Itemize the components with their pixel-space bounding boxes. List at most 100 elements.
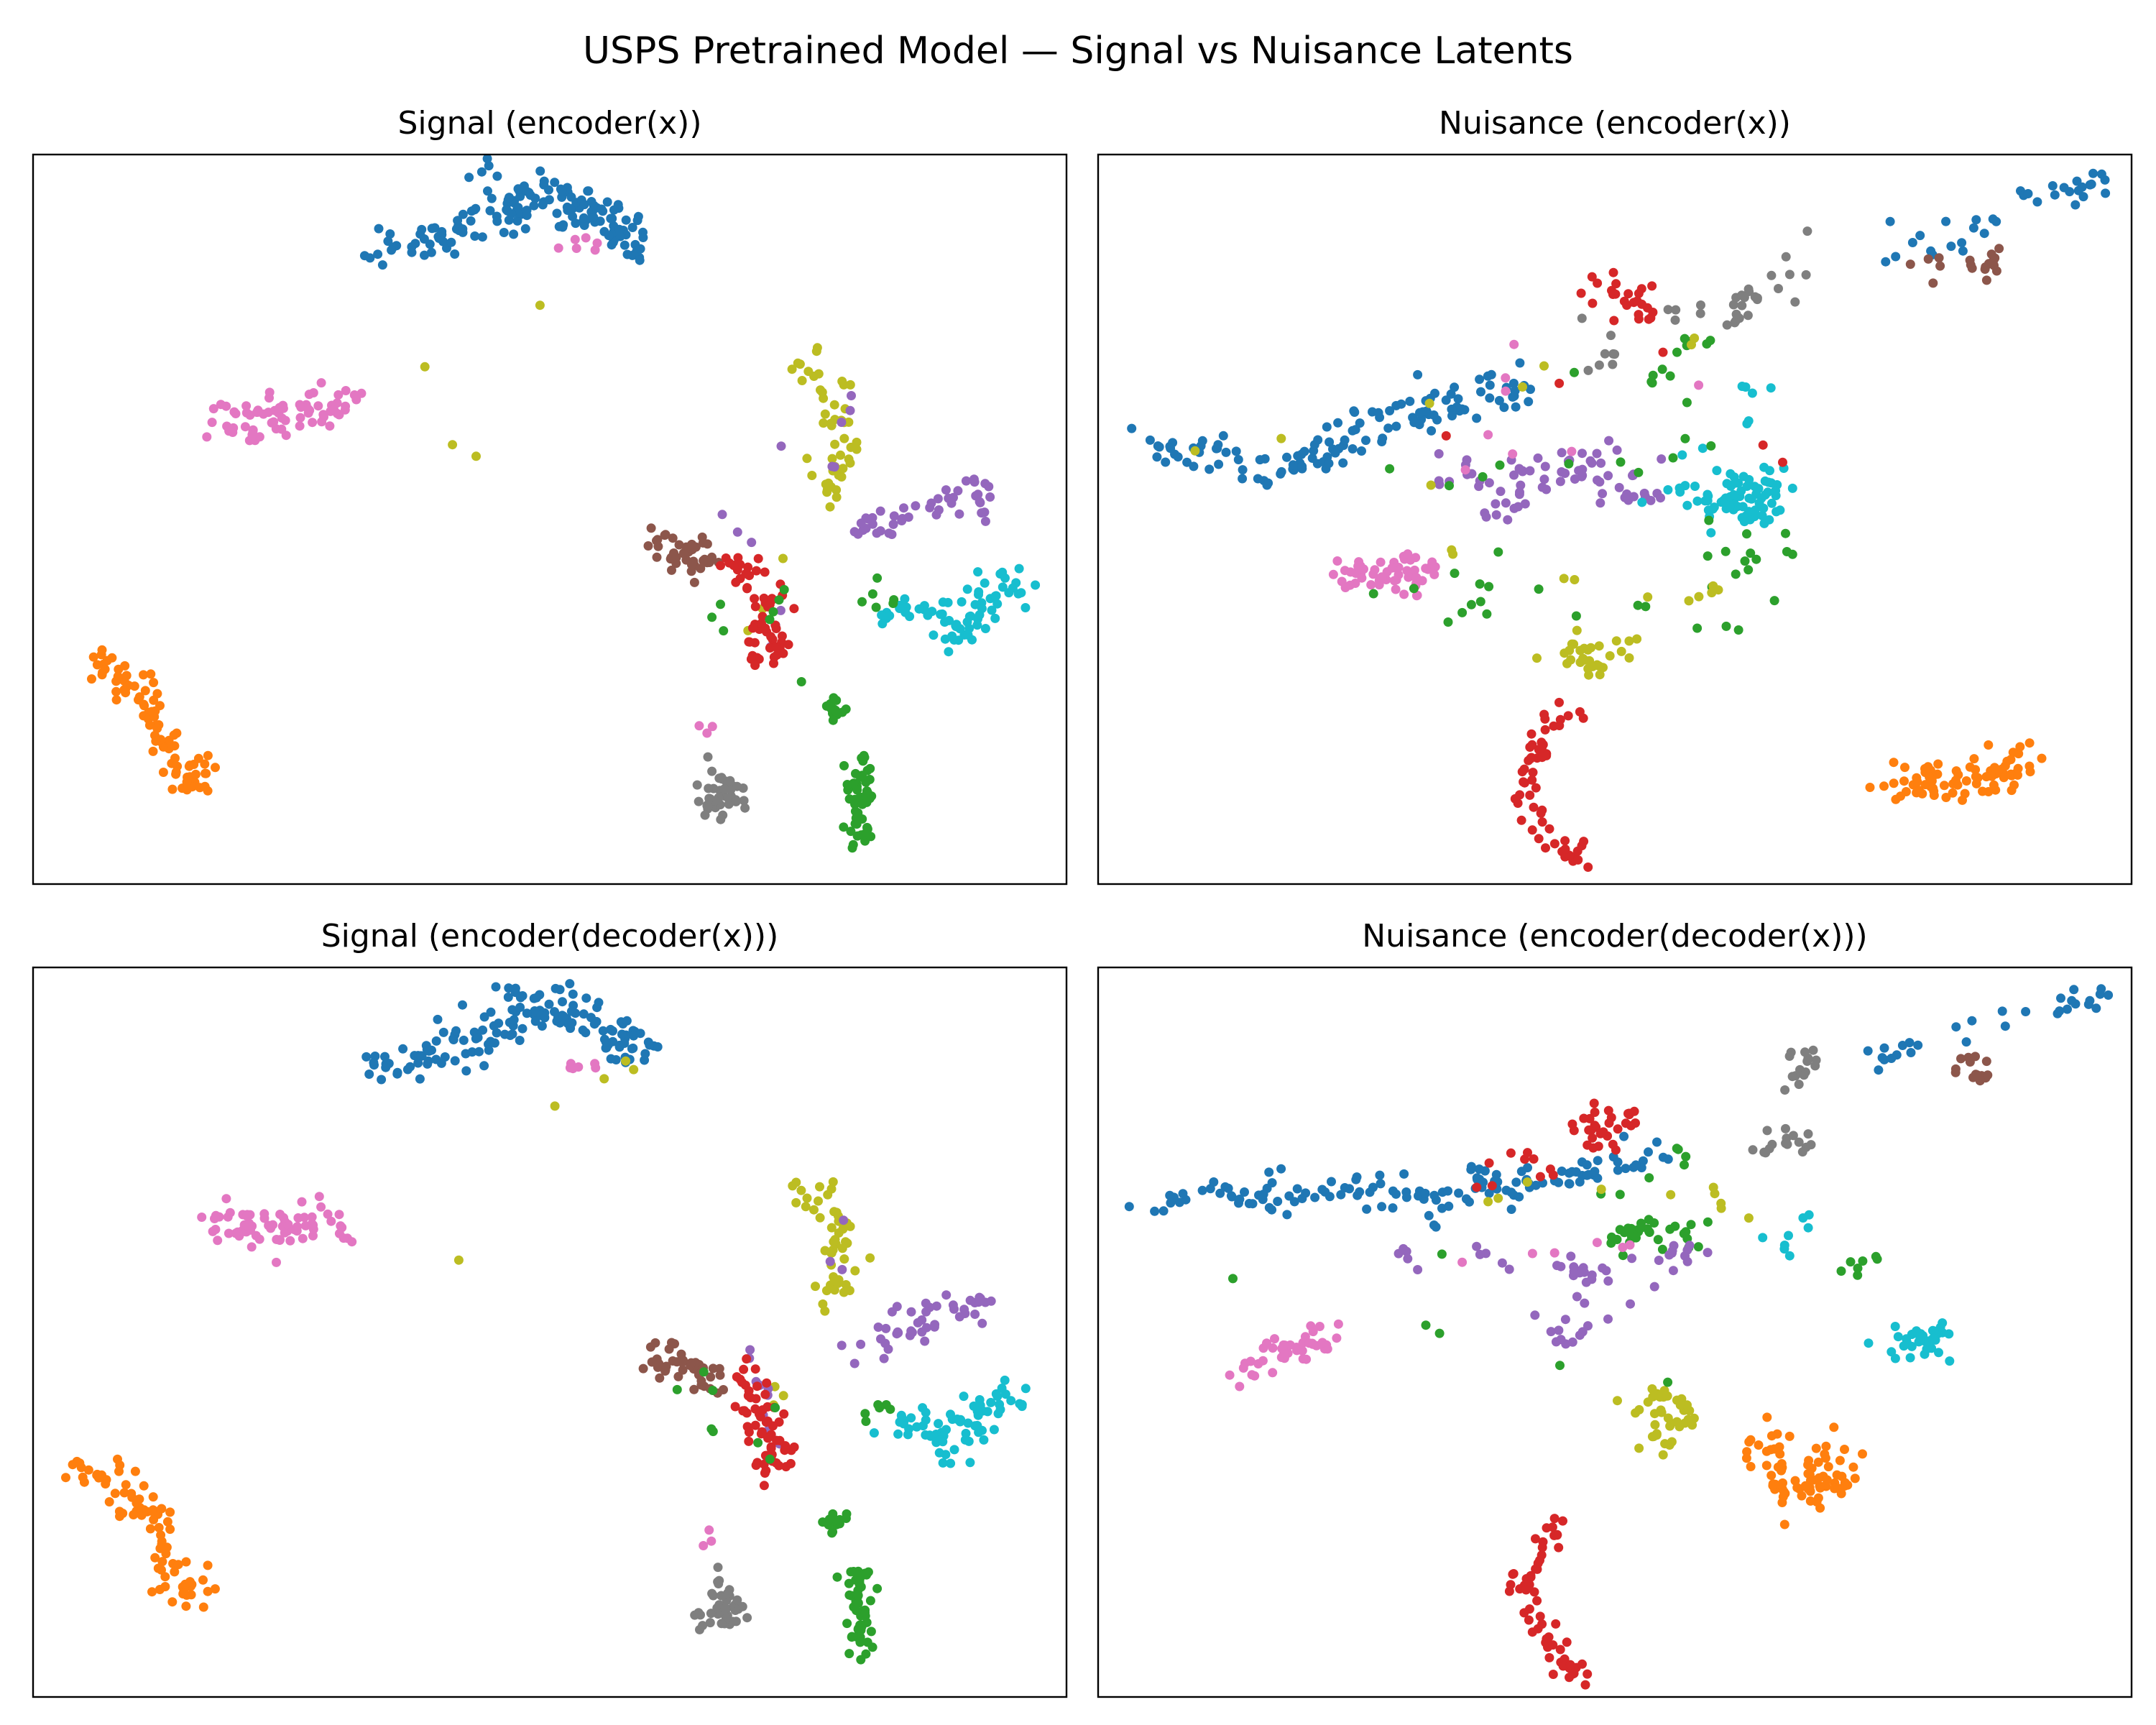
scatter-point-class-0 (1383, 423, 1393, 433)
scatter-point-class-0 (606, 1054, 616, 1064)
scatter-point-class-4 (1481, 512, 1491, 522)
scatter-point-class-2 (873, 1400, 883, 1409)
scatter-point-class-1 (184, 761, 194, 771)
scatter-point-class-1 (158, 768, 168, 777)
scatter-point-class-3 (1604, 1118, 1614, 1128)
scatter-point-class-3 (1526, 753, 1537, 763)
scatter-point-class-8 (1672, 1417, 1682, 1427)
scatter-point-class-3 (745, 1393, 755, 1402)
scatter-point-class-2 (872, 573, 883, 583)
scatter-point-class-4 (849, 1358, 860, 1368)
scatter-point-class-1 (130, 1466, 140, 1476)
scatter-point-class-0 (1325, 437, 1335, 447)
scatter-point-class-8 (599, 1074, 609, 1084)
scatter-point-class-3 (1529, 802, 1539, 812)
scatter-point-class-6 (242, 1220, 252, 1230)
scatter-point-class-9 (1031, 580, 1041, 590)
scatter-point-class-1 (92, 1470, 102, 1480)
scatter-point-class-8 (1522, 1177, 1532, 1187)
scatter-point-class-0 (505, 193, 514, 203)
scatter-point-class-6 (1247, 1370, 1257, 1380)
scatter-point-class-1 (2000, 761, 2010, 771)
scatter-point-class-0 (2100, 175, 2110, 185)
scatter-point-class-9 (1766, 498, 1777, 508)
scatter-point-class-5 (706, 1372, 716, 1382)
scatter-point-class-4 (847, 391, 856, 400)
scatter-point-class-0 (1564, 1179, 1574, 1189)
scatter-point-class-4 (1593, 475, 1602, 485)
scatter-point-class-1 (1965, 762, 1975, 772)
scatter-point-class-8 (1710, 1189, 1720, 1199)
scatter-point-class-9 (869, 1428, 879, 1438)
scatter-point-class-2 (865, 775, 875, 784)
subplot-title: Signal (encoder(x)) (397, 105, 701, 142)
scatter-point-class-0 (1510, 386, 1520, 396)
scatter-point-class-8 (1594, 661, 1604, 671)
scatter-point-class-2 (1836, 1266, 1846, 1276)
scatter-point-class-1 (201, 768, 211, 778)
scatter-point-class-8 (1713, 585, 1723, 595)
scatter-point-class-8 (1518, 382, 1527, 392)
scatter-point-class-8 (1560, 648, 1570, 658)
scatter-point-class-0 (1499, 402, 1509, 413)
scatter-point-class-6 (272, 1235, 282, 1244)
scatter-point-class-4 (977, 508, 987, 518)
scatter-point-class-2 (1495, 460, 1505, 470)
scatter-point-class-1 (87, 674, 96, 684)
figure-title: USPS Pretrained Model — Signal vs Nuisan… (583, 29, 1573, 73)
scatter-point-class-1 (1914, 786, 1924, 796)
scatter-point-class-2 (779, 584, 789, 594)
scatter-point-class-3 (1528, 768, 1538, 778)
scatter-point-class-1 (162, 1517, 172, 1527)
scatter-point-class-9 (1726, 482, 1736, 491)
scatter-point-class-4 (975, 497, 985, 507)
scatter-point-class-9 (949, 1445, 959, 1455)
scatter-point-class-0 (550, 1007, 559, 1017)
scatter-point-class-0 (1231, 446, 1241, 456)
scatter-point-class-8 (1643, 592, 1653, 602)
scatter-point-class-0 (1478, 1177, 1488, 1187)
scatter-point-class-3 (1603, 1105, 1613, 1116)
scatter-point-class-5 (696, 1376, 706, 1386)
scatter-point-class-7 (1801, 270, 1811, 280)
scatter-point-class-4 (911, 501, 921, 511)
scatter-point-class-3 (1578, 713, 1588, 723)
scatter-point-class-3 (1529, 1154, 1539, 1164)
scatter-point-class-6 (297, 1197, 307, 1207)
scatter-point-class-4 (1581, 1277, 1591, 1287)
scatter-point-class-7 (720, 1604, 730, 1614)
scatter-point-class-0 (1582, 1160, 1592, 1170)
scatter-point-class-9 (1787, 483, 1797, 493)
scatter-point-class-6 (229, 407, 239, 417)
scatter-point-class-0 (499, 228, 509, 237)
scatter-point-class-7 (1790, 297, 1800, 307)
scatter-point-class-0 (1282, 1210, 1292, 1220)
scatter-point-class-4 (1575, 1330, 1585, 1340)
scatter-point-class-3 (1540, 724, 1550, 735)
scatter-point-class-0 (2063, 1004, 2072, 1014)
scatter-point-class-1 (1839, 1481, 1849, 1491)
scatter-point-class-0 (438, 1027, 448, 1037)
scatter-point-class-2 (847, 843, 857, 853)
scatter-point-class-0 (1454, 1188, 1464, 1198)
scatter-point-class-0 (1879, 1043, 1889, 1053)
scatter-point-class-3 (1629, 1106, 1639, 1116)
subplot-title: Nuisance (encoder(x)) (1439, 105, 1791, 142)
scatter-point-class-7 (739, 796, 749, 806)
scatter-points (1127, 168, 2111, 872)
scatter-point-class-8 (820, 409, 830, 419)
scatter-point-class-6 (1399, 589, 1409, 599)
scatter-point-class-1 (1925, 773, 1935, 783)
scatter-point-class-7 (723, 793, 733, 803)
scatter-point-class-1 (146, 669, 156, 679)
scatter-point-class-0 (2104, 990, 2114, 1000)
scatter-point-class-1 (190, 769, 201, 779)
scatter-point-class-9 (1017, 1402, 1027, 1412)
scatter-point-class-3 (1572, 846, 1583, 856)
scatter-point-class-9 (1675, 487, 1685, 497)
scatter-point-class-0 (520, 224, 530, 234)
scatter-point-class-0 (491, 982, 501, 992)
scatter-point-class-0 (489, 1038, 499, 1048)
scatter-point-class-9 (1905, 1353, 1915, 1363)
scatter-point-class-6 (1235, 1381, 1245, 1392)
